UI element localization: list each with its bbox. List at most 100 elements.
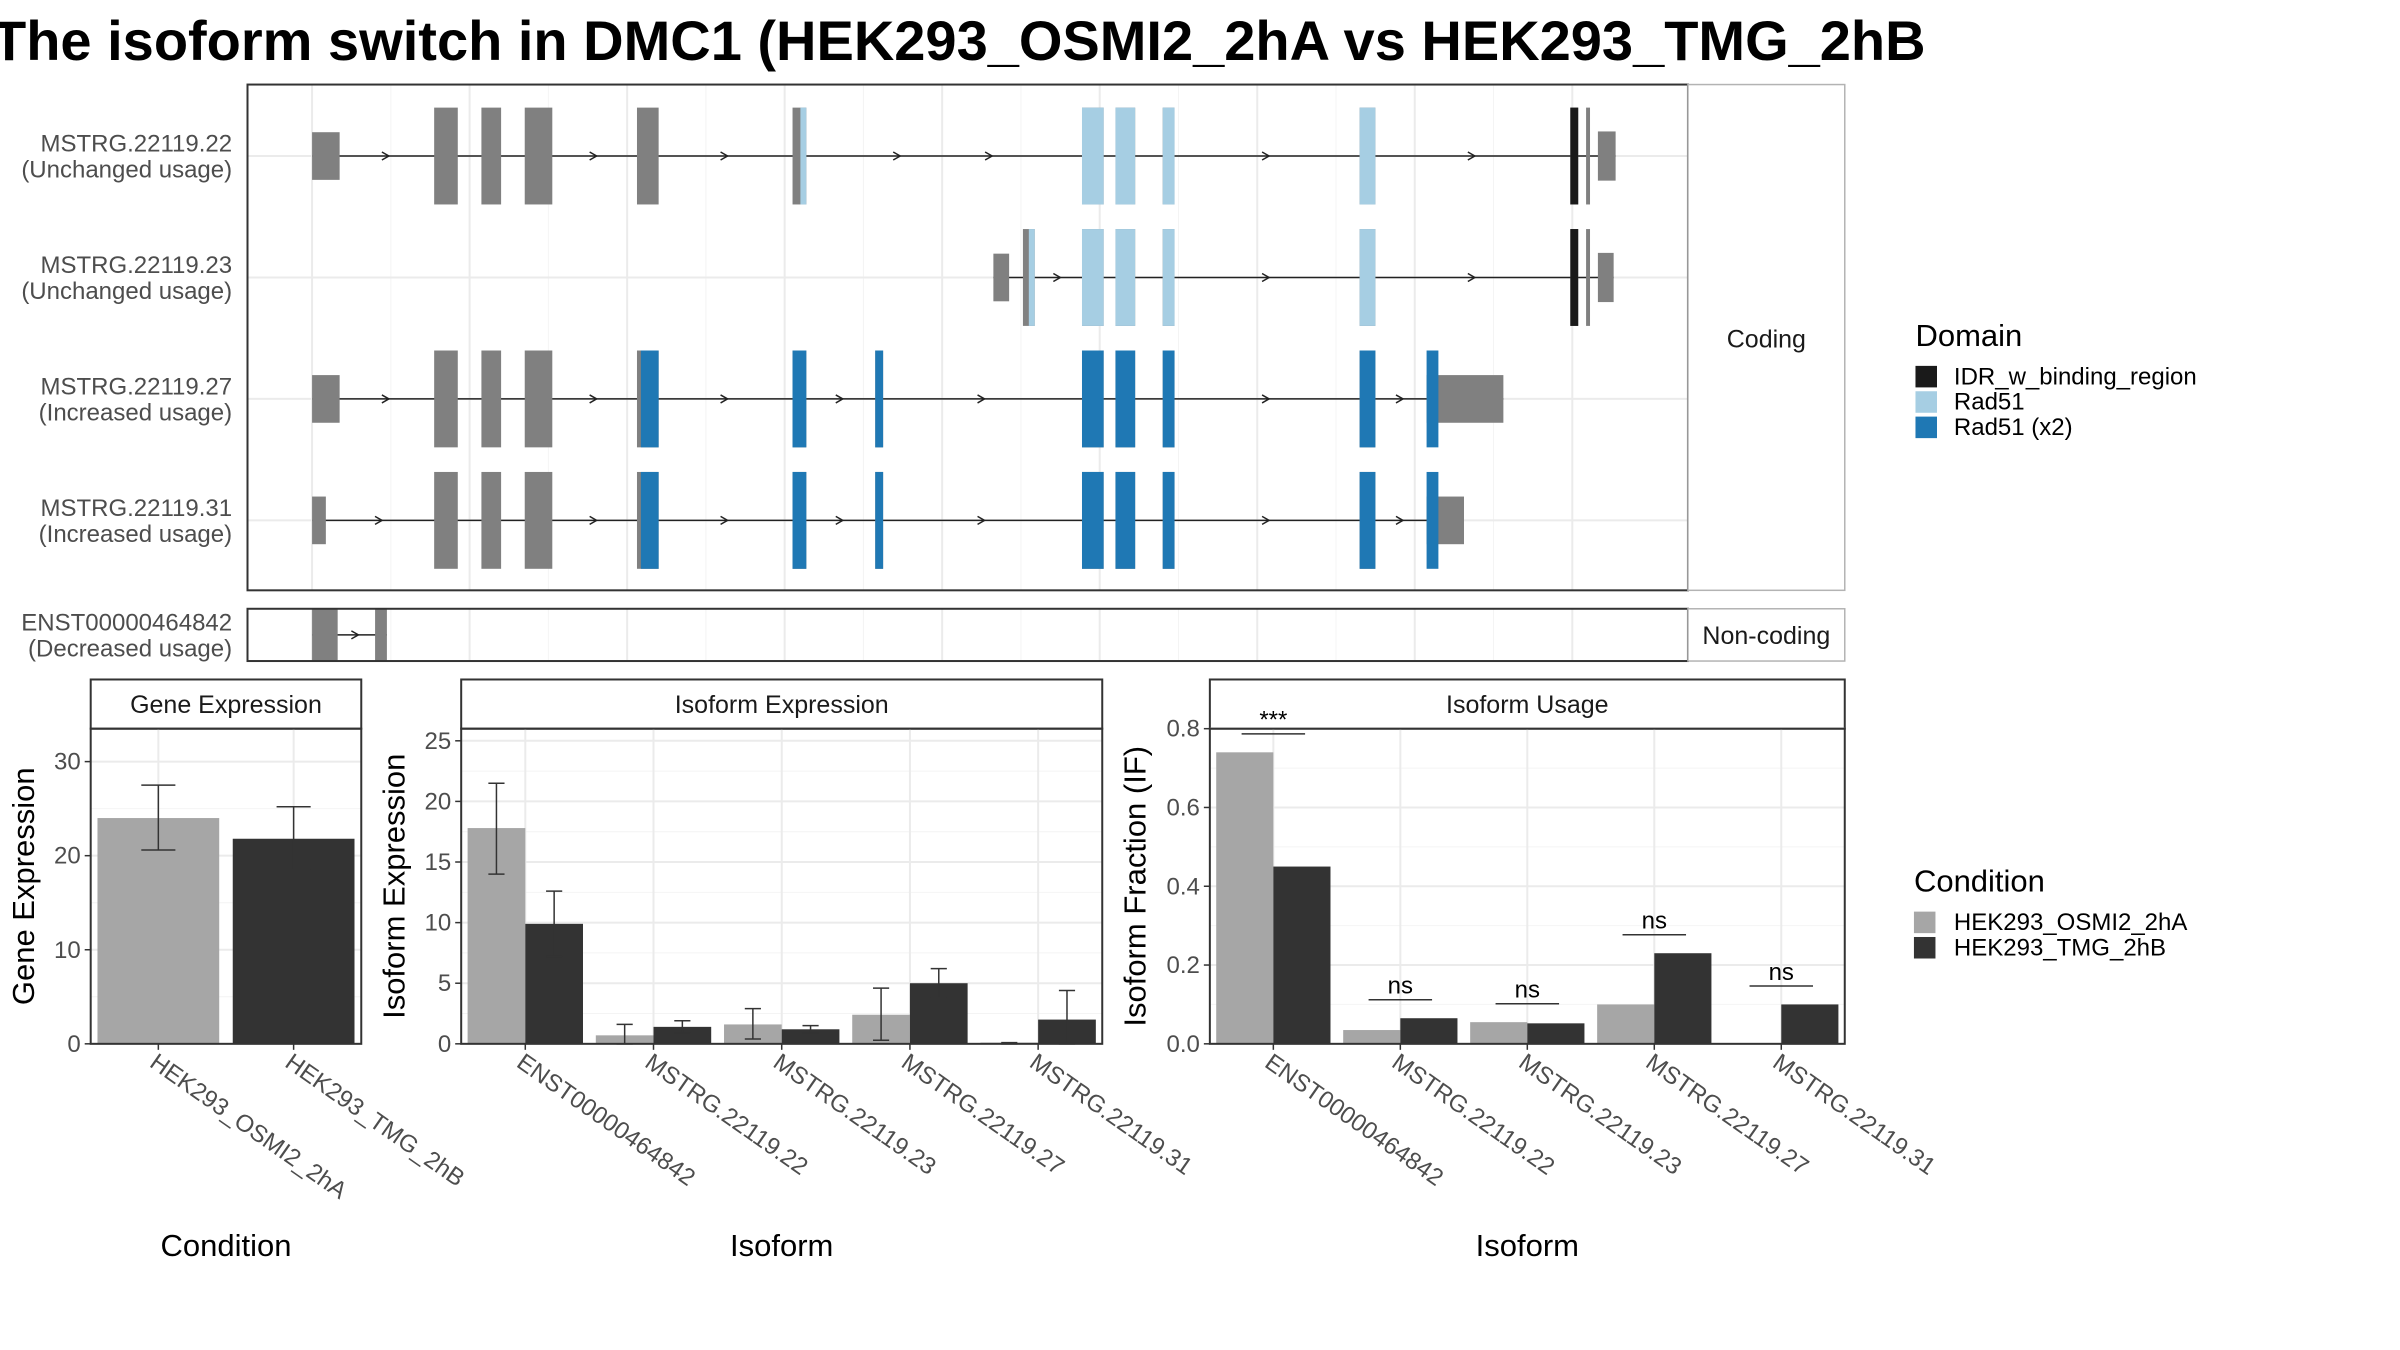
- exon-block: [1597, 131, 1616, 181]
- significance-label: ns: [1388, 973, 1413, 1000]
- panel-title: Isoform Usage: [1446, 691, 1609, 719]
- domain-block: [1162, 350, 1175, 448]
- bar: [232, 838, 355, 1044]
- legend-label: HEK293_TMG_2hB: [1954, 934, 2166, 961]
- transcript-row: ENST00000464842(Decreased usage): [21, 608, 387, 662]
- bar: [1781, 1004, 1839, 1044]
- transcript-id-label: MSTRG.22119.23: [40, 252, 232, 279]
- transcript-id-label: MSTRG.22119.22: [40, 130, 232, 157]
- domain-block: [875, 350, 884, 448]
- direction-arrow: [1052, 272, 1062, 283]
- exon-block: [481, 471, 502, 569]
- direction-arrow: [1261, 394, 1271, 404]
- direction-arrow: [1467, 272, 1477, 283]
- facet-label-coding: Coding: [1727, 325, 1806, 353]
- bar: [1654, 953, 1712, 1044]
- legend-swatch: [1913, 911, 1936, 934]
- significance-label: ns: [1769, 959, 1794, 986]
- domain-block: [1115, 471, 1136, 569]
- domain-block: [1081, 471, 1104, 569]
- y-tick-label: 0.8: [1166, 716, 1199, 743]
- domain-block: [640, 471, 659, 569]
- domain-block: [1081, 107, 1104, 205]
- transcript-row: MSTRG.22119.27(Increased usage): [39, 350, 1504, 448]
- significance-label: ns: [1642, 908, 1667, 935]
- domain-block: [640, 350, 659, 448]
- y-tick-label: 10: [54, 937, 81, 964]
- legend-label: IDR_w_binding_region: [1954, 363, 2197, 390]
- transcript-usage-label: (Unchanged usage): [21, 278, 232, 305]
- direction-arrow: [374, 515, 384, 526]
- domain-block: [1081, 229, 1104, 326]
- x-axis-title: Condition: [160, 1228, 291, 1263]
- exon-block: [312, 496, 326, 545]
- transcript-usage-label: (Increased usage): [39, 399, 232, 426]
- panel-strip: [460, 678, 1104, 730]
- panel-title: Isoform Expression: [675, 691, 889, 719]
- y-tick-label: 0.6: [1166, 794, 1199, 821]
- direction-arrow: [381, 394, 391, 404]
- domain-block: [1115, 229, 1136, 326]
- direction-arrow: [835, 515, 845, 526]
- domain-block: [875, 471, 884, 569]
- facet-label-noncoding: Non-coding: [1702, 622, 1830, 650]
- transcript-id-label: ENST00000464842: [21, 609, 232, 636]
- direction-arrow: [589, 394, 599, 404]
- exon-block: [1586, 107, 1591, 205]
- exon-block: [481, 107, 502, 205]
- coding-strip: [1687, 83, 1846, 592]
- exon-block: [434, 107, 458, 205]
- bar: [97, 818, 220, 1044]
- transcript-id-label: MSTRG.22119.27: [40, 373, 232, 400]
- legend-label: Rad51: [1954, 389, 2025, 416]
- panel-title: Gene Expression: [130, 691, 322, 719]
- bar: [653, 1026, 712, 1044]
- y-tick-label: 30: [54, 749, 81, 776]
- direction-arrow: [977, 515, 987, 526]
- significance-label: ns: [1515, 977, 1540, 1004]
- direction-arrow: [720, 394, 730, 404]
- domain-block: [800, 107, 807, 205]
- domain-block: [792, 471, 807, 569]
- exon-block: [993, 253, 1010, 302]
- transcript-id-label: MSTRG.22119.31: [40, 495, 232, 522]
- y-tick-label: 20: [424, 788, 451, 815]
- transcript-structure-panel: MSTRG.22119.22(Unchanged usage)MSTRG.221…: [21, 83, 1846, 662]
- transcript-row: MSTRG.22119.22(Unchanged usage): [21, 107, 1616, 205]
- domain-block: [1570, 107, 1579, 205]
- direction-arrow: [1395, 515, 1405, 526]
- domain-block: [1426, 350, 1439, 448]
- bar: [1343, 1030, 1401, 1044]
- direction-arrow: [720, 151, 730, 161]
- direction-arrow: [984, 151, 994, 161]
- x-axis-title: Isoform: [1476, 1228, 1579, 1263]
- exon-block: [312, 608, 338, 662]
- direction-arrow: [720, 515, 730, 526]
- panel-strip: [1208, 678, 1846, 730]
- direction-arrow: [351, 630, 360, 640]
- domain-block: [1162, 107, 1175, 205]
- y-axis-title: Isoform Expression: [376, 754, 411, 1019]
- exon-block: [1586, 229, 1591, 326]
- bar: [1273, 866, 1331, 1044]
- domain-block: [1359, 107, 1376, 205]
- direction-arrow: [977, 394, 987, 404]
- exon-block: [375, 608, 387, 662]
- y-tick-label: 0.2: [1166, 952, 1199, 979]
- direction-arrow: [1467, 151, 1477, 161]
- transcript-usage-label: (Unchanged usage): [21, 157, 232, 184]
- domain-block: [792, 350, 807, 448]
- y-tick-label: 25: [424, 728, 451, 755]
- transcript-row: MSTRG.22119.23(Unchanged usage): [21, 229, 1614, 326]
- exon-block: [312, 132, 340, 180]
- noncoding-strip: [1687, 608, 1846, 662]
- y-tick-label: 0.0: [1166, 1031, 1199, 1058]
- bar: [1597, 1004, 1655, 1044]
- domain-block: [1115, 350, 1136, 448]
- direction-arrow: [835, 394, 845, 404]
- exon-block: [434, 471, 458, 569]
- exon-block: [1426, 375, 1504, 423]
- y-tick-label: 0.4: [1166, 873, 1199, 900]
